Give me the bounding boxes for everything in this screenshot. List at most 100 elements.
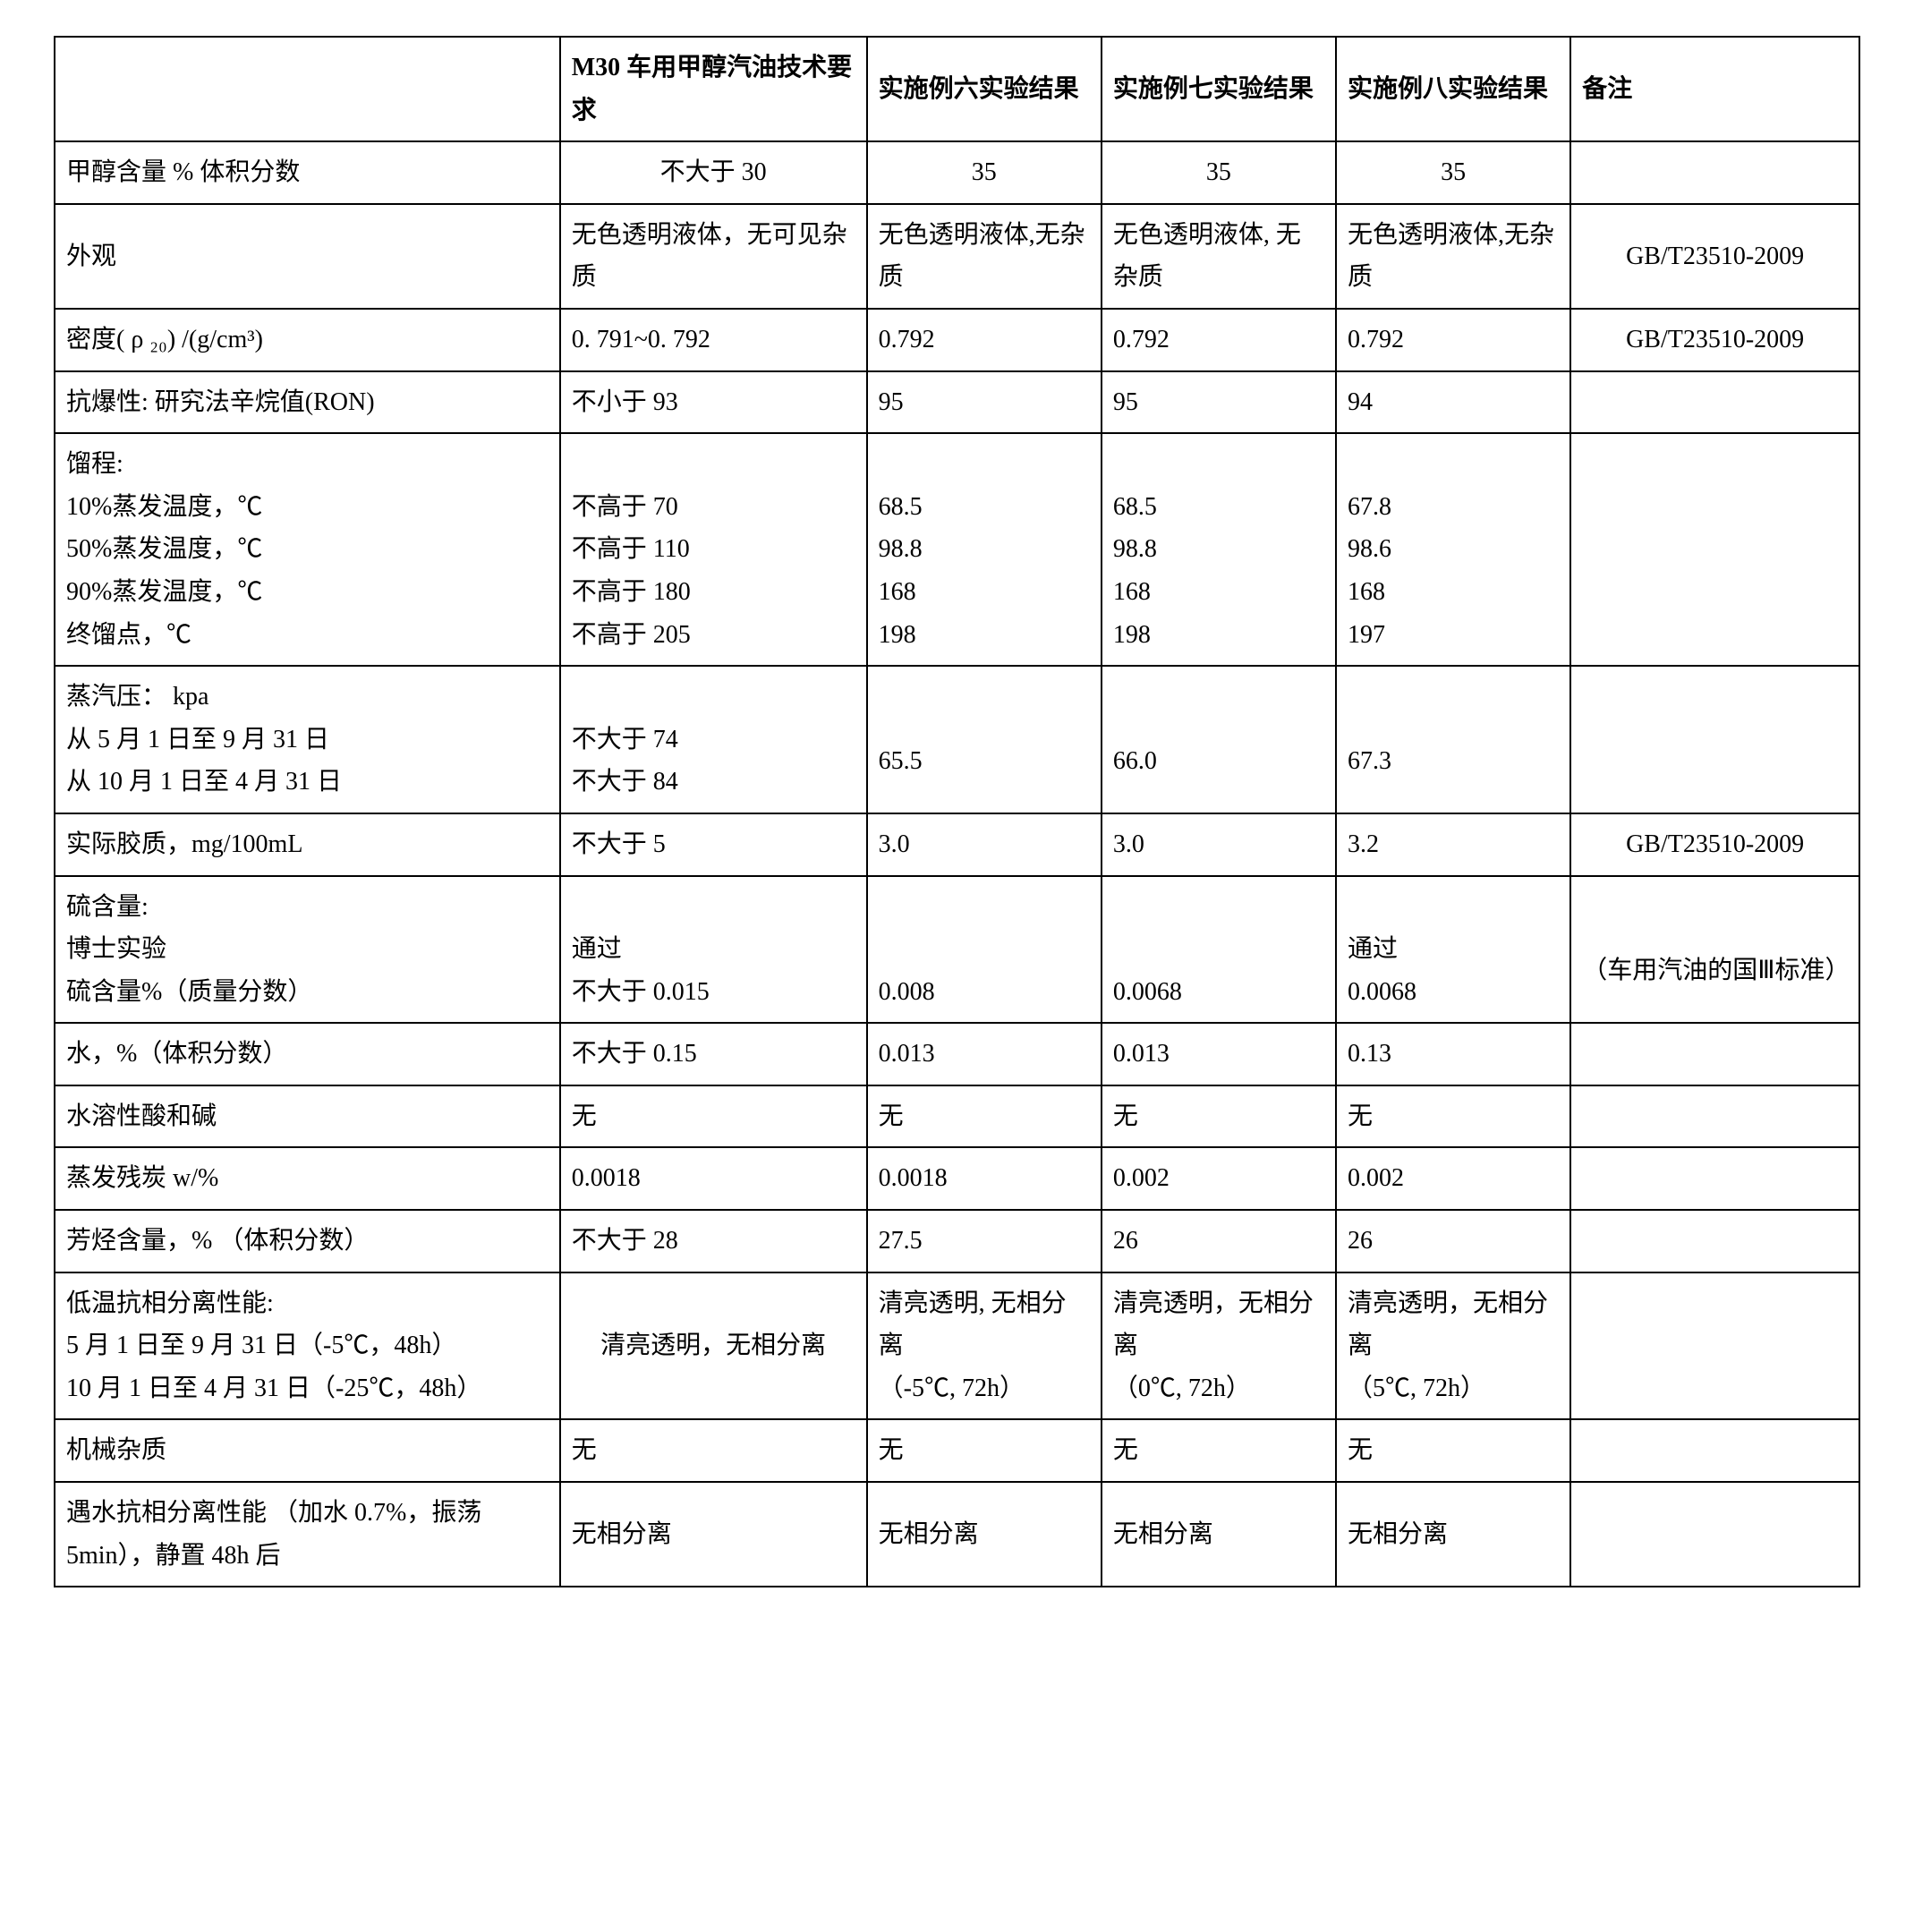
table-row: 蒸汽压： kpa 从 5 月 1 日至 9 月 31 日 从 10 月 1 日至… [55,666,1859,813]
table-cell: 蒸汽压： kpa 从 5 月 1 日至 9 月 31 日 从 10 月 1 日至… [55,666,560,813]
table-cell: 无相分离 [1336,1482,1570,1587]
table-cell: 无相分离 [867,1482,1102,1587]
table-cell: 不高于 70 不高于 110 不高于 180 不高于 205 [560,433,867,666]
table-cell: 甲醇含量 % 体积分数 [55,141,560,204]
table-cell: 0.0018 [867,1147,1102,1210]
table-cell: 清亮透明，无相分离 [560,1272,867,1420]
table-row: 外观无色透明液体，无可见杂质无色透明液体,无杂质无色透明液体, 无杂质无色透明液… [55,204,1859,309]
table-row: 芳烃含量，% （体积分数）不大于 28 27.52626 [55,1210,1859,1272]
table-cell [1570,1085,1859,1148]
table-row: 甲醇含量 % 体积分数不大于 30353535 [55,141,1859,204]
table-cell: 68.5 98.8 168 198 [867,433,1102,666]
table-cell: 27.5 [867,1210,1102,1272]
table-cell: 67.3 [1336,666,1570,813]
table-cell: 不大于 28 [560,1210,867,1272]
header-cell-req: M30 车用甲醇汽油技术要求 [560,37,867,141]
table-cell: 实际胶质，mg/100mL [55,813,560,876]
table-cell: 0. 791~0. 792 [560,309,867,371]
table-cell [1570,1272,1859,1420]
table-cell: 水溶性酸和碱 [55,1085,560,1148]
table-cell: 无色透明液体，无可见杂质 [560,204,867,309]
table-cell [1570,1482,1859,1587]
table-cell: 35 [1102,141,1336,204]
table-cell: 清亮透明, 无相分离 （-5℃, 72h） [867,1272,1102,1420]
table-cell [1570,1147,1859,1210]
table-cell: 抗爆性: 研究法辛烷值(RON) [55,371,560,434]
table-cell: 无 [560,1085,867,1148]
header-cell-ex6: 实施例六实验结果 [867,37,1102,141]
table-cell: 密度( ρ ₂₀) /(g/cm³) [55,309,560,371]
table-row: 抗爆性: 研究法辛烷值(RON)不小于 9395 9594 [55,371,1859,434]
table-row: 实际胶质，mg/100mL不大于 53.03.03.2GB/T23510-200… [55,813,1859,876]
table-cell: 不大于 0.15 [560,1023,867,1085]
table-cell: 不小于 93 [560,371,867,434]
table-cell: 馏程: 10%蒸发温度，℃ 50%蒸发温度，℃ 90%蒸发温度，℃ 终馏点，℃ [55,433,560,666]
table-cell: 无 [867,1419,1102,1482]
table-cell: 35 [1336,141,1570,204]
table-row: 机械杂质无无无无 [55,1419,1859,1482]
table-cell: 0.002 [1336,1147,1570,1210]
table-cell: 无 [560,1419,867,1482]
table-cell: 无色透明液体,无杂质 [1336,204,1570,309]
table-row: 蒸发残炭 w/%0.00180.00180.0020.002 [55,1147,1859,1210]
table-cell: 不大于 30 [560,141,867,204]
table-cell: GB/T23510-2009 [1570,309,1859,371]
table-cell: 0.792 [867,309,1102,371]
table-row: 馏程: 10%蒸发温度，℃ 50%蒸发温度，℃ 90%蒸发温度，℃ 终馏点，℃ … [55,433,1859,666]
table-cell: 无 [1336,1085,1570,1148]
table-row: 硫含量: 博士实验 硫含量%（质量分数） 通过 不大于 0.015 0.008 … [55,876,1859,1024]
table-cell: 无相分离 [1102,1482,1336,1587]
table-cell: 68.5 98.8 168 198 [1102,433,1336,666]
table-cell [1570,1023,1859,1085]
table-body: 甲醇含量 % 体积分数不大于 30353535外观无色透明液体，无可见杂质无色透… [55,141,1859,1587]
table-cell: 95 [867,371,1102,434]
table-cell: 0.792 [1102,309,1336,371]
table-cell: 无相分离 [560,1482,867,1587]
table-row: 水，%（体积分数）不大于 0.150.0130.0130.13 [55,1023,1859,1085]
table-cell: 蒸发残炭 w/% [55,1147,560,1210]
table-cell: 0.013 [867,1023,1102,1085]
table-cell: GB/T23510-2009 [1570,204,1859,309]
header-cell-item [55,37,560,141]
header-cell-notes: 备注 [1570,37,1859,141]
table-cell: 0.0018 [560,1147,867,1210]
table-row: 水溶性酸和碱无无无无 [55,1085,1859,1148]
table-cell: 低温抗相分离性能: 5 月 1 日至 9 月 31 日（-5℃，48h） 10 … [55,1272,560,1420]
table-cell: 3.0 [1102,813,1336,876]
table-cell: 不大于 5 [560,813,867,876]
table-cell: 无 [1102,1419,1336,1482]
table-row: 遇水抗相分离性能 （加水 0.7%，振荡 5min），静置 48h 后无相分离无… [55,1482,1859,1587]
table-cell: 无色透明液体, 无杂质 [1102,204,1336,309]
spec-table: M30 车用甲醇汽油技术要求 实施例六实验结果 实施例七实验结果 实施例八实验结… [54,36,1860,1587]
table-cell: 3.0 [867,813,1102,876]
table-cell [1570,141,1859,204]
table-cell: 清亮透明，无相分离 （5℃, 72h） [1336,1272,1570,1420]
table-cell: GB/T23510-2009 [1570,813,1859,876]
header-cell-ex8: 实施例八实验结果 [1336,37,1570,141]
table-cell: 0.0068 [1102,876,1336,1024]
table-cell [1570,1419,1859,1482]
table-cell [1570,433,1859,666]
table-header-row: M30 车用甲醇汽油技术要求 实施例六实验结果 实施例七实验结果 实施例八实验结… [55,37,1859,141]
table-cell: 65.5 [867,666,1102,813]
table-row: 密度( ρ ₂₀) /(g/cm³)0. 791~0. 7920.7920.79… [55,309,1859,371]
table-row: 低温抗相分离性能: 5 月 1 日至 9 月 31 日（-5℃，48h） 10 … [55,1272,1859,1420]
table-cell: 3.2 [1336,813,1570,876]
table-cell: 0.013 [1102,1023,1336,1085]
table-cell: 94 [1336,371,1570,434]
table-cell [1570,371,1859,434]
table-cell: 通过 不大于 0.015 [560,876,867,1024]
table-cell: 26 [1102,1210,1336,1272]
table-cell: 67.8 98.6 168 197 [1336,433,1570,666]
table-cell: 0.008 [867,876,1102,1024]
table-cell: 硫含量: 博士实验 硫含量%（质量分数） [55,876,560,1024]
table-cell: 95 [1102,371,1336,434]
table-cell: 不大于 74 不大于 84 [560,666,867,813]
table-cell: 无色透明液体,无杂质 [867,204,1102,309]
table-cell: （车用汽油的国Ⅲ标准） [1570,876,1859,1024]
table-cell: 机械杂质 [55,1419,560,1482]
table-cell: 0.13 [1336,1023,1570,1085]
table-cell: 通过 0.0068 [1336,876,1570,1024]
table-cell: 水，%（体积分数） [55,1023,560,1085]
table-cell: 无 [867,1085,1102,1148]
